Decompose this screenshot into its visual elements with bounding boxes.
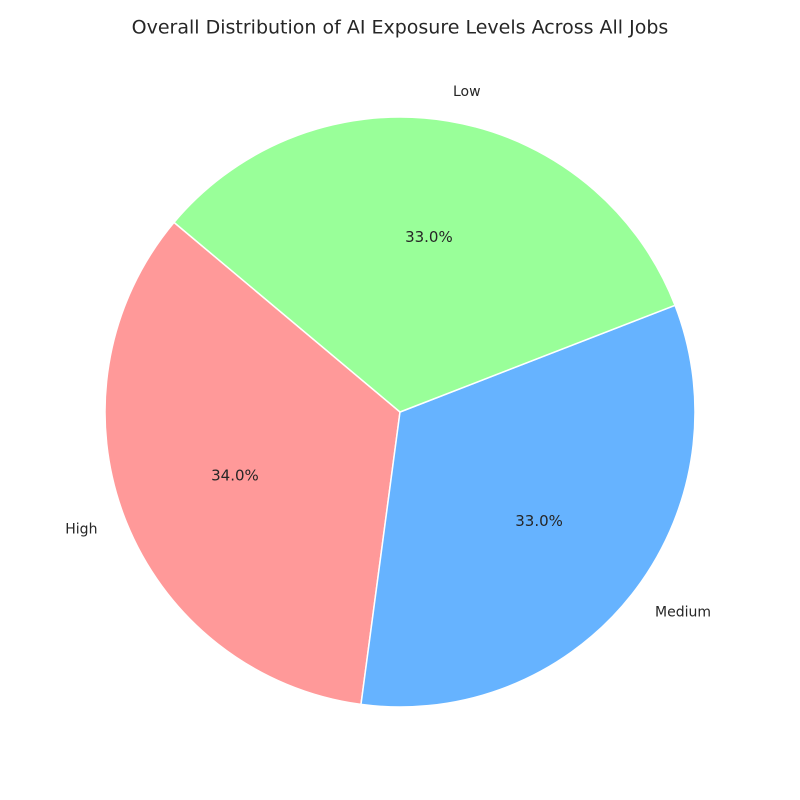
value-label: 33.0% — [405, 228, 453, 246]
pie-slice — [360, 304, 696, 708]
pie-slice — [104, 221, 401, 706]
slice-label: High — [65, 521, 97, 537]
chart-title: Overall Distribution of AI Exposure Leve… — [132, 17, 669, 39]
slice-label: Low — [453, 84, 481, 100]
value-label: 34.0% — [211, 467, 259, 485]
slice-label: Medium — [655, 605, 711, 621]
value-label: 33.0% — [515, 512, 563, 530]
pie-slice — [172, 116, 677, 413]
